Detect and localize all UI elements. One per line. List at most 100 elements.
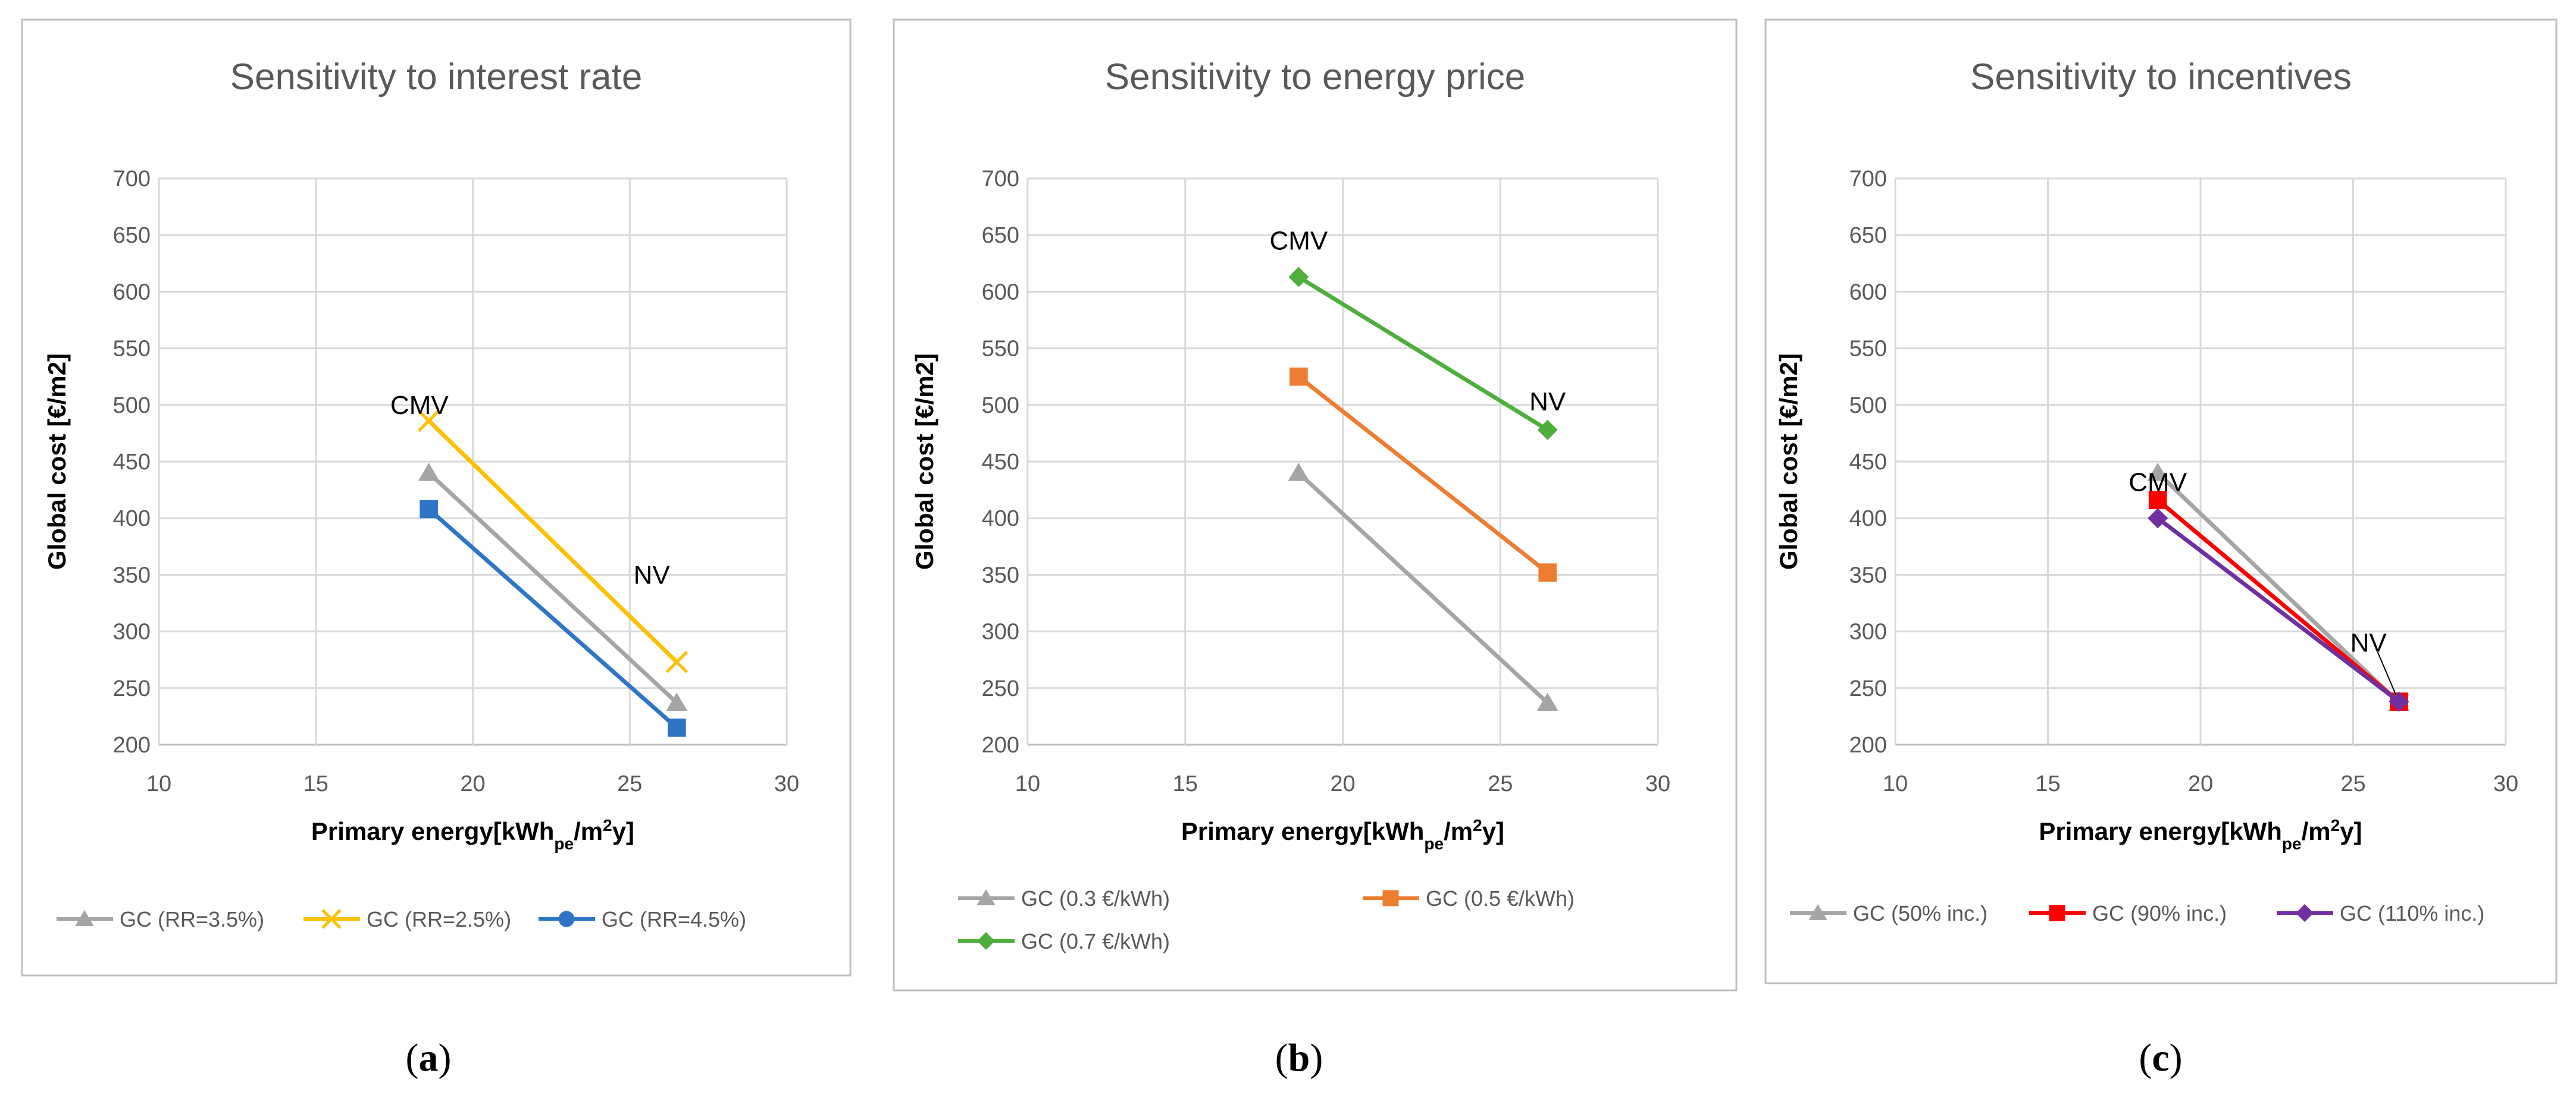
data-point-shape	[418, 463, 440, 481]
x-axis-title: Primary energy[kWhpe/m2y]	[2039, 816, 2362, 853]
gridlines	[158, 177, 788, 746]
x-tick-label: 10	[146, 771, 171, 796]
data-point	[2147, 463, 2169, 481]
data-point-shape	[668, 719, 686, 737]
chart-panel-c: Sensitivity to incentives 200 250 300 350 400…	[1764, 18, 2558, 984]
legend-marker	[75, 910, 94, 926]
y-tick-label: 550	[113, 337, 151, 362]
y-tick-label: 700	[982, 167, 1019, 192]
legend-marker	[976, 889, 996, 905]
chart-title: Sensitivity to interest rate	[230, 57, 643, 98]
y-tick-label: 650	[113, 223, 151, 248]
legend-label: GC (RR=3.5%)	[120, 907, 264, 931]
data-point	[1289, 367, 1308, 386]
data-point-shape	[417, 409, 440, 432]
legend-marker	[1382, 890, 1399, 906]
series-line	[2156, 516, 2400, 704]
data-point-shape	[666, 692, 688, 711]
legend-item: GC (0.3 €/kWh)	[958, 886, 1170, 911]
series-line	[2156, 471, 2400, 705]
y-tick-label: 400	[982, 506, 1019, 531]
annotation-cmv: CMV	[390, 391, 449, 420]
y-tick-label: 250	[113, 676, 151, 701]
series-line	[1297, 275, 1549, 432]
data-point-shape	[665, 651, 688, 673]
chart-panel-b: Sensitivity to energy price 200 250 300 350 4…	[893, 18, 1738, 992]
x-tick-label: 25	[1488, 771, 1513, 796]
legend-label: GC (90% inc.)	[2092, 901, 2227, 926]
y-tick-label: 450	[113, 450, 151, 475]
series-3	[1288, 266, 1558, 440]
data-point-shape	[420, 500, 438, 519]
series-2	[1289, 367, 1557, 582]
series-line	[2156, 498, 2400, 704]
legend-marker-shape	[2049, 905, 2065, 921]
data-point	[668, 719, 686, 737]
y-tick-label: 350	[982, 563, 1019, 588]
x-tick-label: 10	[1015, 771, 1040, 796]
legend-marker	[558, 911, 575, 927]
series-line	[1297, 375, 1549, 575]
data-point	[1288, 463, 1310, 481]
data-point-shape	[1289, 367, 1308, 386]
data-point	[666, 692, 688, 711]
x-axis-title: Primary energy[kWhpe/m2y]	[311, 816, 634, 853]
annotation-nv: NV	[2350, 629, 2387, 658]
legend-marker-shape	[75, 910, 94, 926]
data-point	[1537, 419, 1558, 440]
y-tick-label: 700	[113, 167, 151, 192]
data-point-shape	[1536, 692, 1558, 711]
x-tick-label: 25	[617, 771, 642, 796]
legend-marker-shape	[2296, 904, 2314, 922]
legend-marker-shape	[1808, 904, 1827, 920]
y-tick-label: 650	[982, 223, 1019, 248]
data-point	[2148, 508, 2168, 529]
y-tick-label: 450	[982, 450, 1019, 475]
y-tick-label: 350	[1849, 563, 1887, 588]
series-3	[2148, 508, 2409, 712]
y-tick-label: 200	[113, 733, 151, 758]
series-line	[427, 507, 678, 730]
legend-item: GC (110% inc.)	[2277, 901, 2484, 926]
x-tick-label: 15	[2035, 771, 2060, 796]
legend: GC (0.3 €/kWh) GC (0.5 €/kWh) GC (0.7 €/kW…	[958, 886, 1575, 953]
y-tick-label: 200	[1849, 733, 1887, 758]
y-tick-label: 500	[113, 393, 151, 418]
chart-title: Sensitivity to incentives	[1970, 57, 2352, 98]
y-tick-label: 600	[1849, 280, 1887, 305]
data-point-shape	[1537, 419, 1558, 440]
legend-item: GC (50% inc.)	[1790, 901, 1987, 926]
x-tick-label: 20	[1330, 771, 1355, 796]
y-tick-label: 500	[982, 393, 1019, 418]
legend: GC (RR=3.5%) GC (RR=2.5%) GC (RR=4.5%)	[57, 907, 746, 931]
y-tick-label: 550	[982, 337, 1019, 362]
gridlines	[1894, 177, 2507, 746]
data-point	[1538, 563, 1557, 582]
y-tick-label: 550	[1849, 337, 1887, 362]
data-point	[2148, 491, 2167, 510]
legend-item: GC (RR=3.5%)	[57, 907, 264, 931]
y-tick-label: 400	[1849, 506, 1887, 531]
legend-marker-shape	[321, 909, 342, 929]
legend-marker-shape	[1382, 890, 1399, 906]
legend-label: GC (110% inc.)	[2340, 901, 2484, 926]
legend-marker	[977, 932, 995, 950]
legend-marker-shape	[976, 889, 996, 905]
annotation-leader	[2377, 651, 2397, 695]
y-tick-label: 600	[982, 280, 1019, 305]
data-point-shape	[2148, 508, 2168, 529]
y-tick-label: 600	[113, 280, 151, 305]
series-line	[427, 419, 678, 664]
data-point	[417, 409, 440, 432]
annotation-nv: NV	[634, 560, 671, 589]
y-axis-title: Global cost [€/m2]	[43, 353, 71, 570]
legend-marker-shape	[977, 932, 995, 950]
legend: GC (50% inc.) GC (90% inc.) GC (110% inc.)	[1790, 901, 2484, 926]
y-tick-label: 300	[982, 620, 1019, 645]
annotation-cmv: CMV	[2129, 468, 2187, 497]
data-point-shape	[1538, 563, 1557, 582]
panel-caption: (b)	[1275, 1036, 1323, 1080]
legend-item: GC (RR=4.5%)	[539, 907, 746, 931]
y-tick-label: 300	[113, 620, 151, 645]
